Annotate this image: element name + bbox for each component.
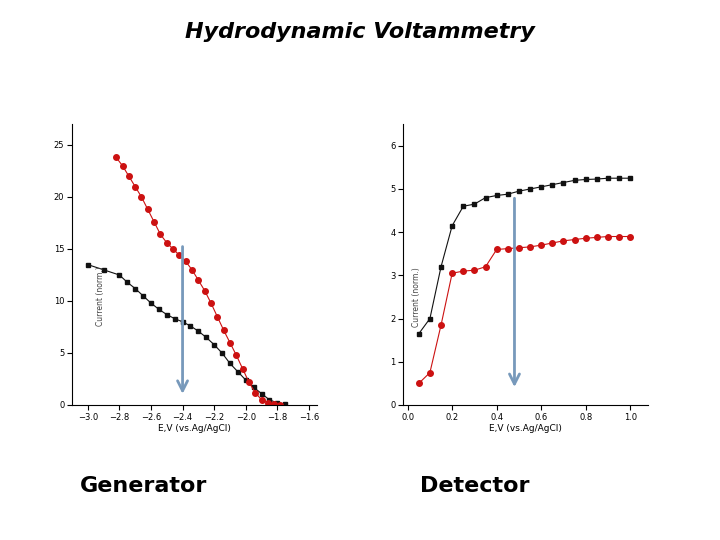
X-axis label: E,V (vs.Ag/AgCl): E,V (vs.Ag/AgCl) [158,424,231,434]
Text: Generator: Generator [81,476,207,496]
Text: Hydrodynamic Voltammetry: Hydrodynamic Voltammetry [185,22,535,42]
Text: Detector: Detector [420,476,530,496]
X-axis label: E,V (vs.Ag/AgCl): E,V (vs.Ag/AgCl) [489,424,562,434]
Text: Current (norm.): Current (norm.) [412,267,421,327]
Text: Current (norm.): Current (norm.) [96,266,104,326]
